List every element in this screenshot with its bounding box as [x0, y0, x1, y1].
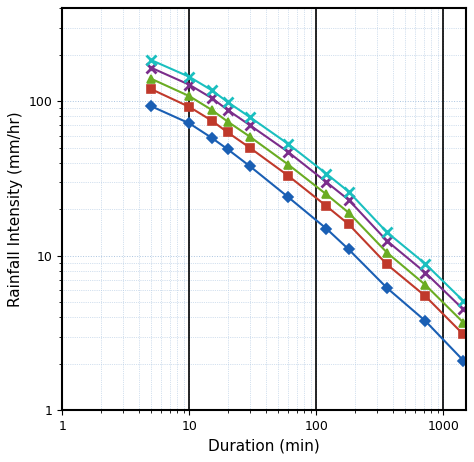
X-axis label: Duration (min): Duration (min)	[208, 438, 320, 454]
50-yr	[324, 171, 329, 176]
50-yr	[384, 230, 390, 235]
5-yr	[461, 332, 466, 337]
10-yr	[148, 76, 154, 82]
50-yr	[285, 141, 291, 147]
2-yr	[346, 247, 352, 252]
Line: 2-yr: 2-yr	[148, 103, 467, 364]
50-yr	[209, 87, 215, 93]
2-yr	[225, 146, 230, 152]
10-yr	[187, 93, 192, 99]
2-yr	[148, 103, 154, 109]
50-yr	[225, 99, 230, 105]
2-yr	[384, 285, 390, 291]
10-yr	[461, 320, 466, 325]
25-yr	[148, 65, 154, 71]
10-yr	[209, 107, 215, 113]
2-yr	[247, 164, 253, 169]
5-yr	[384, 261, 390, 267]
50-yr	[148, 57, 154, 63]
5-yr	[285, 173, 291, 178]
25-yr	[225, 107, 230, 113]
50-yr	[422, 261, 428, 267]
25-yr	[187, 82, 192, 88]
50-yr	[346, 189, 352, 195]
25-yr	[422, 270, 428, 275]
5-yr	[209, 118, 215, 123]
2-yr	[461, 358, 466, 364]
5-yr	[187, 104, 192, 110]
Y-axis label: Rainfall Intensity (mm/hr): Rainfall Intensity (mm/hr)	[9, 111, 23, 307]
2-yr	[422, 318, 428, 323]
50-yr	[461, 298, 466, 304]
10-yr	[247, 134, 253, 140]
5-yr	[422, 293, 428, 299]
5-yr	[346, 222, 352, 227]
2-yr	[285, 195, 291, 200]
10-yr	[225, 119, 230, 124]
10-yr	[285, 162, 291, 167]
25-yr	[285, 149, 291, 155]
2-yr	[209, 135, 215, 141]
25-yr	[209, 95, 215, 101]
10-yr	[422, 282, 428, 287]
5-yr	[148, 86, 154, 92]
25-yr	[384, 238, 390, 243]
10-yr	[324, 192, 329, 197]
5-yr	[225, 130, 230, 135]
10-yr	[346, 210, 352, 216]
5-yr	[324, 203, 329, 209]
Line: 25-yr: 25-yr	[146, 63, 468, 314]
25-yr	[346, 197, 352, 203]
25-yr	[324, 179, 329, 185]
Line: 50-yr: 50-yr	[146, 55, 468, 306]
50-yr	[247, 115, 253, 120]
25-yr	[247, 122, 253, 128]
50-yr	[187, 74, 192, 79]
5-yr	[247, 145, 253, 151]
10-yr	[384, 250, 390, 255]
2-yr	[187, 121, 192, 126]
Line: 5-yr: 5-yr	[147, 85, 467, 339]
25-yr	[461, 307, 466, 312]
Line: 10-yr: 10-yr	[147, 75, 467, 327]
2-yr	[324, 226, 329, 231]
